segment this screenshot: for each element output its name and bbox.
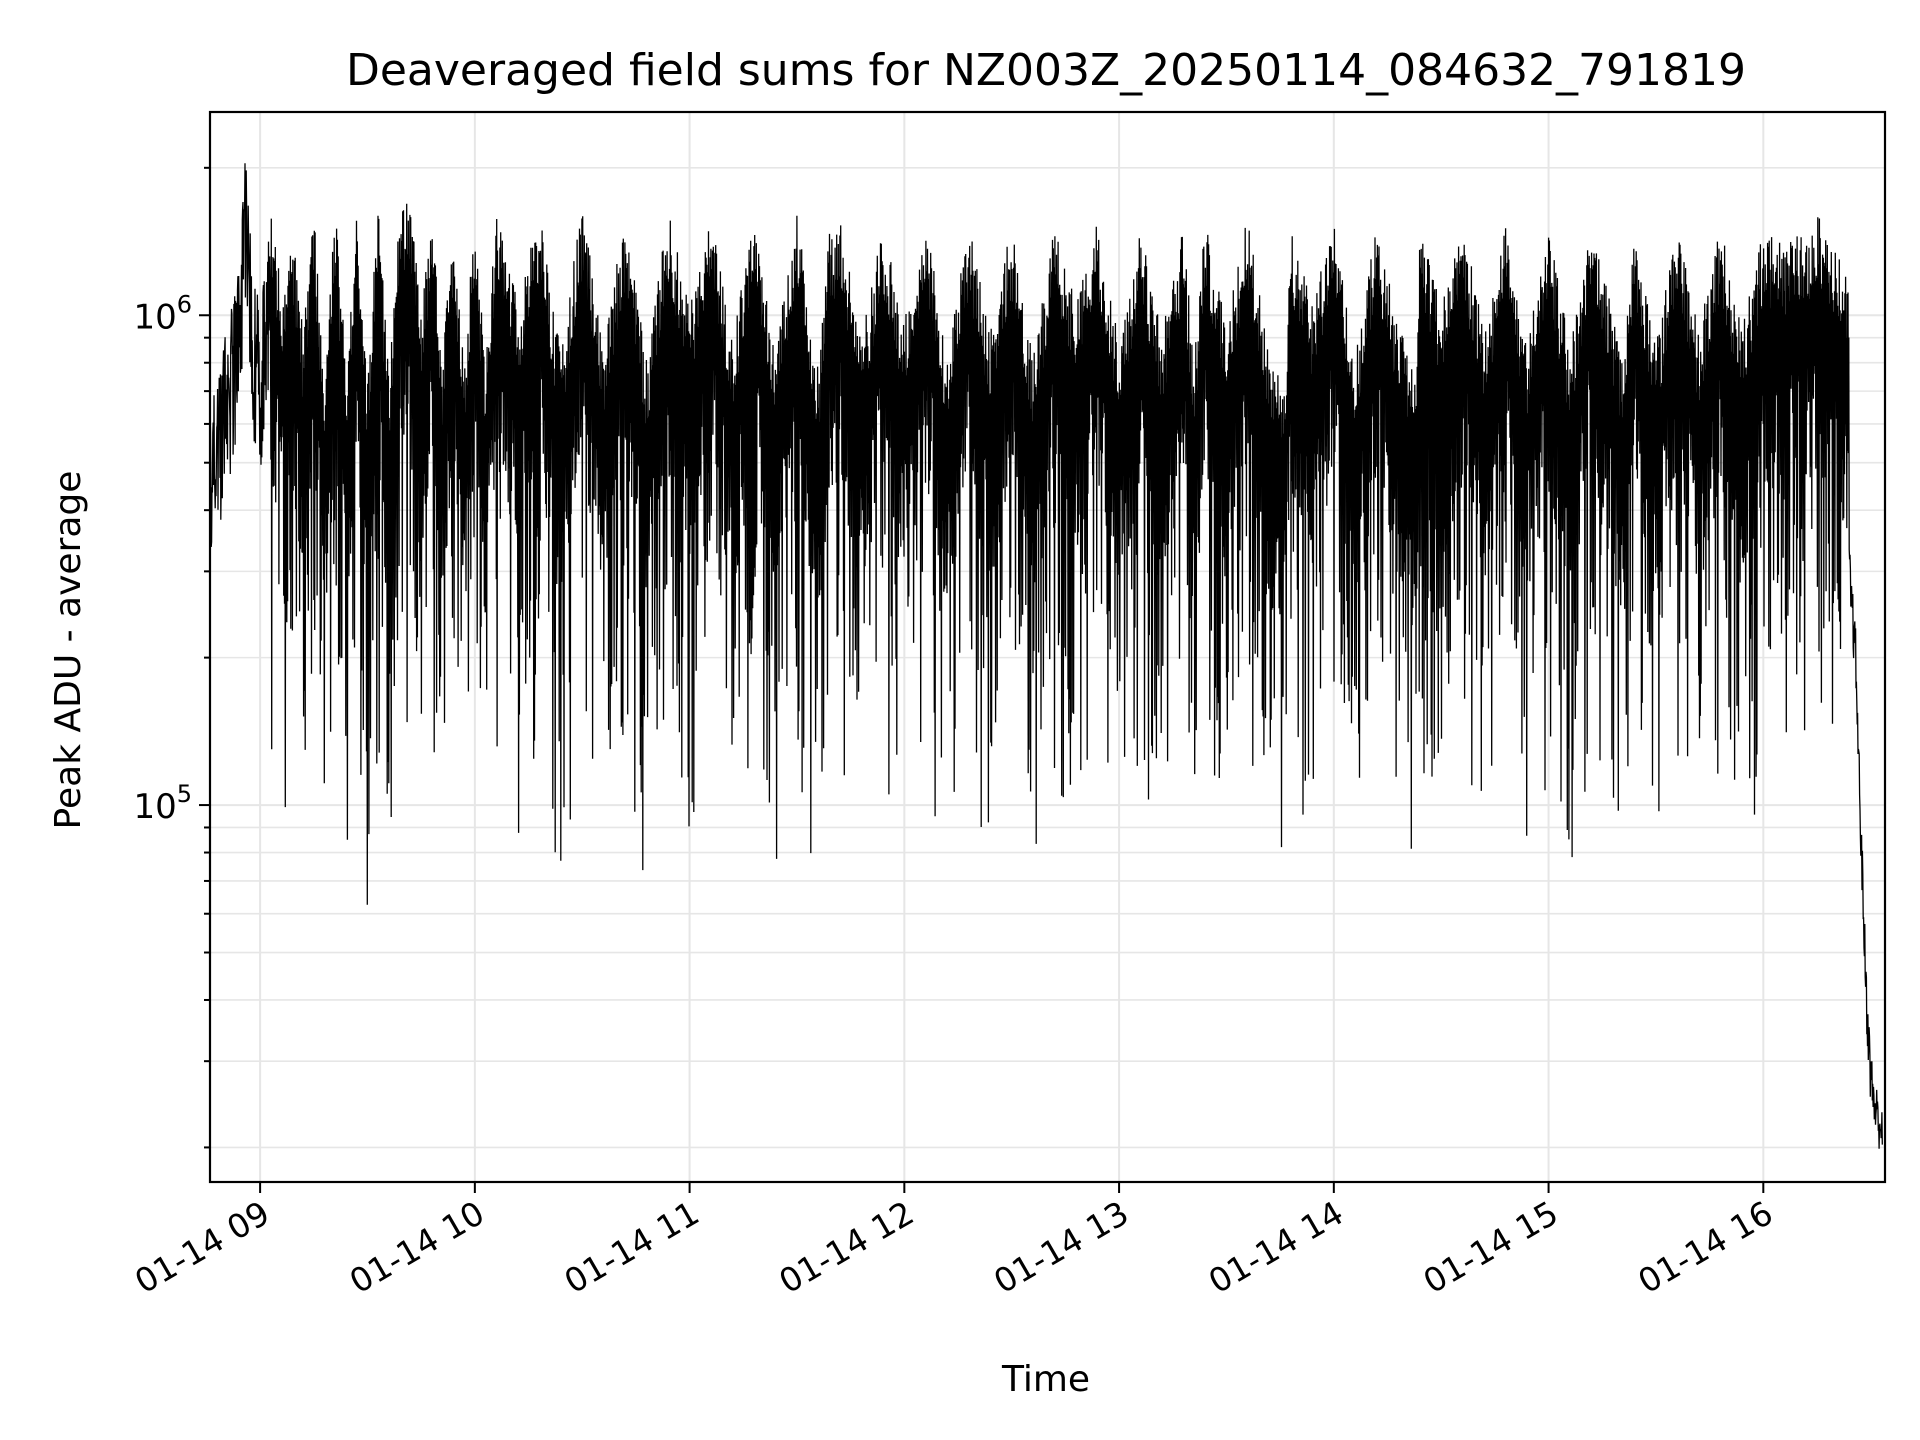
- y-axis-label: Peak ADU - average: [48, 471, 89, 830]
- series-layer: [209, 163, 1883, 1149]
- y-tick-label: 106: [133, 290, 192, 337]
- chart-title: Deaveraged field sums for NZ003Z_2025011…: [346, 45, 1746, 96]
- x-axis-label: Time: [1001, 1359, 1090, 1400]
- y-tick-label: 105: [133, 780, 192, 827]
- plot-frame: [208, 110, 1887, 1184]
- series-line: [209, 163, 1883, 1149]
